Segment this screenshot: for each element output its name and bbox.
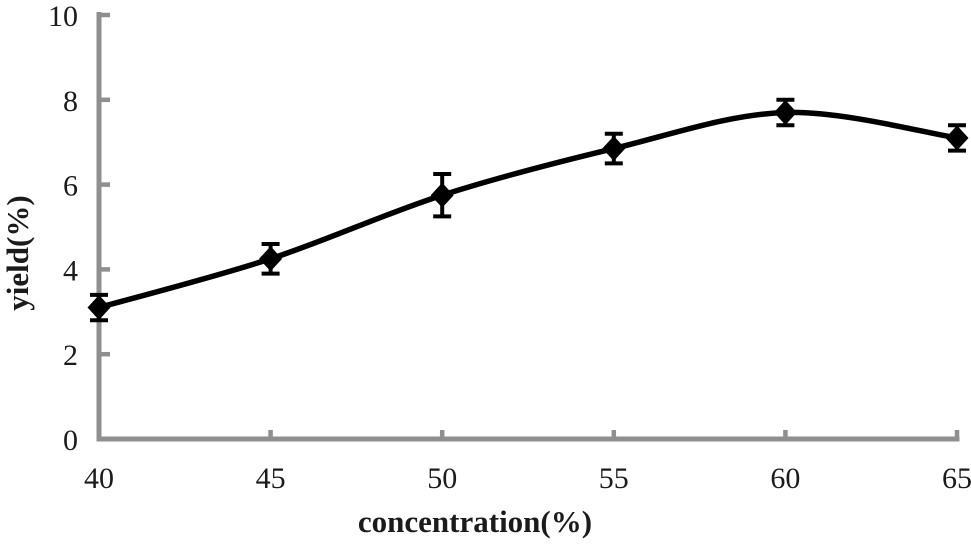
data-point-marker (430, 182, 454, 208)
data-point-marker (773, 100, 797, 126)
y-tick-label: 8 (63, 85, 78, 118)
x-tick-label: 60 (770, 462, 800, 495)
x-tick-label: 40 (84, 462, 114, 495)
x-tick-label: 55 (599, 462, 629, 495)
x-axis-title: concentration(%) (358, 504, 592, 539)
data-point-marker (602, 136, 626, 162)
axes-group (96, 12, 960, 442)
y-tick-label: 6 (63, 170, 78, 203)
y-tick-label: 0 (63, 424, 78, 457)
series-line (96, 109, 960, 311)
x-tick-label: 45 (256, 462, 286, 495)
data-point-marker (945, 125, 969, 151)
x-tick-label: 65 (942, 462, 971, 495)
axis-spines (96, 12, 960, 442)
y-tick-label: 4 (63, 254, 78, 287)
series-group (87, 97, 969, 323)
y-tick-label: 10 (48, 0, 78, 33)
tick-labels-group: 0 2 4 6 8 10 40 45 50 55 60 65 (48, 0, 971, 495)
data-point-marker (259, 246, 283, 272)
data-point-marker (87, 295, 111, 321)
y-tick-label: 2 (63, 339, 78, 372)
y-axis-title: yield(%) (0, 195, 35, 310)
x-tick-label: 50 (427, 462, 457, 495)
